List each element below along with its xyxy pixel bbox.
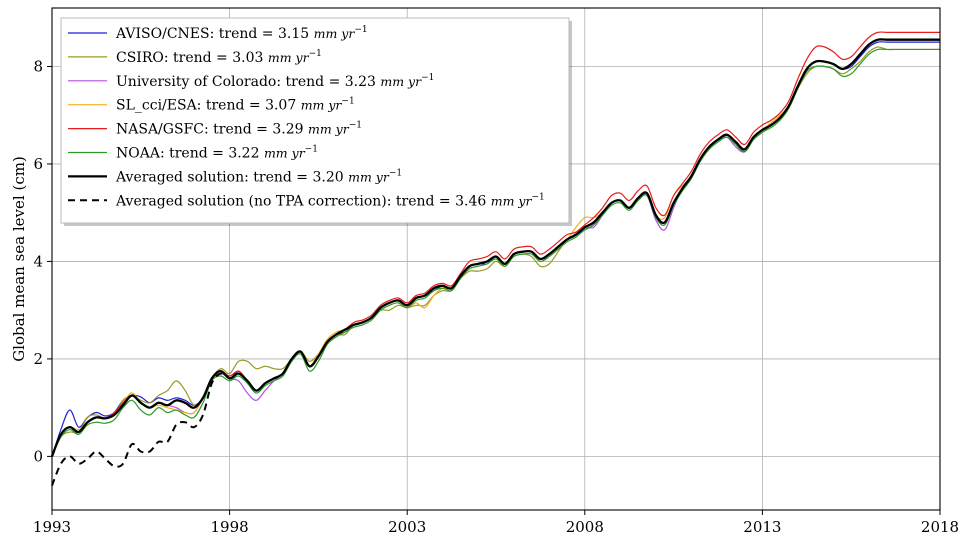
- plot-frame: [51, 7, 941, 511]
- y-axis-label: Global mean sea level (cm): [10, 156, 28, 362]
- y-tick-label: 0: [33, 447, 43, 465]
- x-tick-label: 2018: [921, 518, 959, 536]
- legend-entry: Averaged solution: trend = 3.20 mm yr−1: [115, 168, 402, 185]
- ticks: 1993 1998 2003 2008 2013 2018 0 2 4 6 8: [33, 57, 959, 536]
- y-axis-label-wrap: Global mean sea level (cm): [10, 156, 28, 362]
- legend-entry: University of Colorado: trend = 3.23 mm …: [116, 73, 434, 90]
- y-tick-label: 8: [33, 57, 43, 75]
- series-line-6: [50, 38, 940, 457]
- x-tick-label: 1993: [33, 518, 71, 536]
- x-tick-label: 2013: [743, 518, 781, 536]
- legend-entry: CSIRO: trend = 3.03 mm yr−1: [116, 49, 322, 66]
- x-tick-label: 2003: [388, 518, 426, 536]
- legend-entry: NASA/GSFC: trend = 3.29 mm yr−1: [116, 121, 362, 138]
- x-tick-label: 2008: [566, 518, 604, 536]
- legend-box: [60, 17, 570, 224]
- legend-entry: NOAA: trend = 3.22 mm yr−1: [116, 145, 318, 162]
- y-tick-label: 6: [33, 155, 43, 173]
- legend-entry: Averaged solution (no TPA correction): t…: [115, 192, 545, 209]
- series-line-dashed: [51, 372, 231, 487]
- legend: AVISO/CNES: trend = 3.15 mm yr−1 CSIRO: t…: [60, 17, 572, 226]
- legend-entry: AVISO/CNES: trend = 3.15 mm yr−1: [115, 25, 368, 42]
- y-tick-label: 2: [33, 350, 43, 368]
- y-tick-label: 4: [33, 252, 43, 270]
- legend-entry: SL_cci/ESA: trend = 3.07 mm yr−1: [116, 97, 355, 114]
- series-layer: [50, 31, 940, 487]
- x-tick-label: 1998: [211, 518, 249, 536]
